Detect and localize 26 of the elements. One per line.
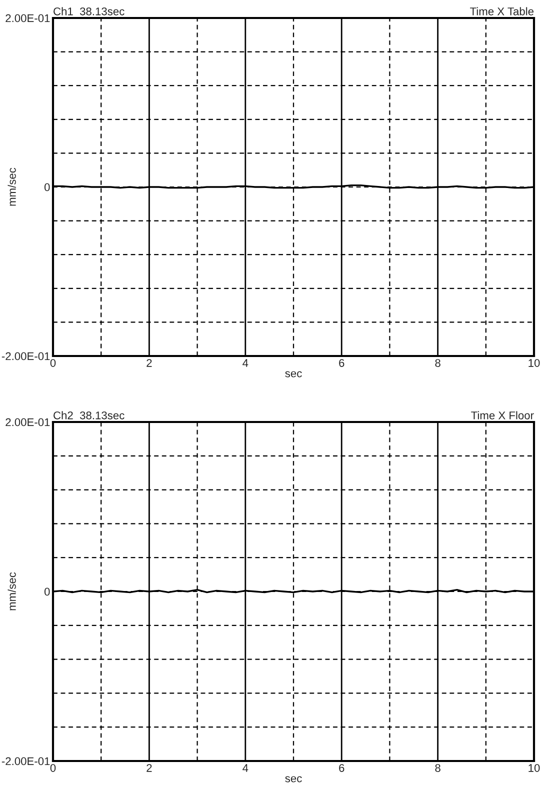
y-tick-label: 2.00E-01 xyxy=(6,14,50,22)
x-tick-label: 8 xyxy=(435,359,440,367)
x-tick-label: 8 xyxy=(435,764,440,772)
chart-title: Ch1 38.13sec xyxy=(54,7,124,16)
y-axis-title: mm/sec xyxy=(8,572,16,610)
x-tick-label: 6 xyxy=(339,359,344,367)
y-axis-title: mm/sec xyxy=(8,168,16,206)
x-tick-label: 4 xyxy=(242,764,248,772)
x-axis-title: sec xyxy=(285,776,302,782)
y-tick-label: 0 xyxy=(44,588,50,596)
chart-subtitle: Time X Table xyxy=(470,7,534,16)
y-tick-label: -2.00E-01 xyxy=(2,352,50,360)
x-tick-label: 10 xyxy=(528,764,540,772)
x-tick-label: 4 xyxy=(242,359,248,367)
chart-title: Ch2 38.13sec xyxy=(54,411,124,420)
x-tick-label: 0 xyxy=(50,359,56,367)
y-tick-label: 2.00E-01 xyxy=(6,418,50,426)
y-tick-label: 0 xyxy=(44,183,50,192)
x-tick-label: 0 xyxy=(50,764,56,772)
x-tick-label: 2 xyxy=(146,359,152,367)
chart-subtitle: Time X Floor xyxy=(471,411,534,420)
x-tick-label: 2 xyxy=(146,764,152,772)
x-tick-label: 10 xyxy=(528,359,540,367)
x-axis-title: sec xyxy=(285,371,302,378)
x-tick-label: 6 xyxy=(339,764,344,772)
y-tick-label: -2.00E-01 xyxy=(2,757,50,766)
